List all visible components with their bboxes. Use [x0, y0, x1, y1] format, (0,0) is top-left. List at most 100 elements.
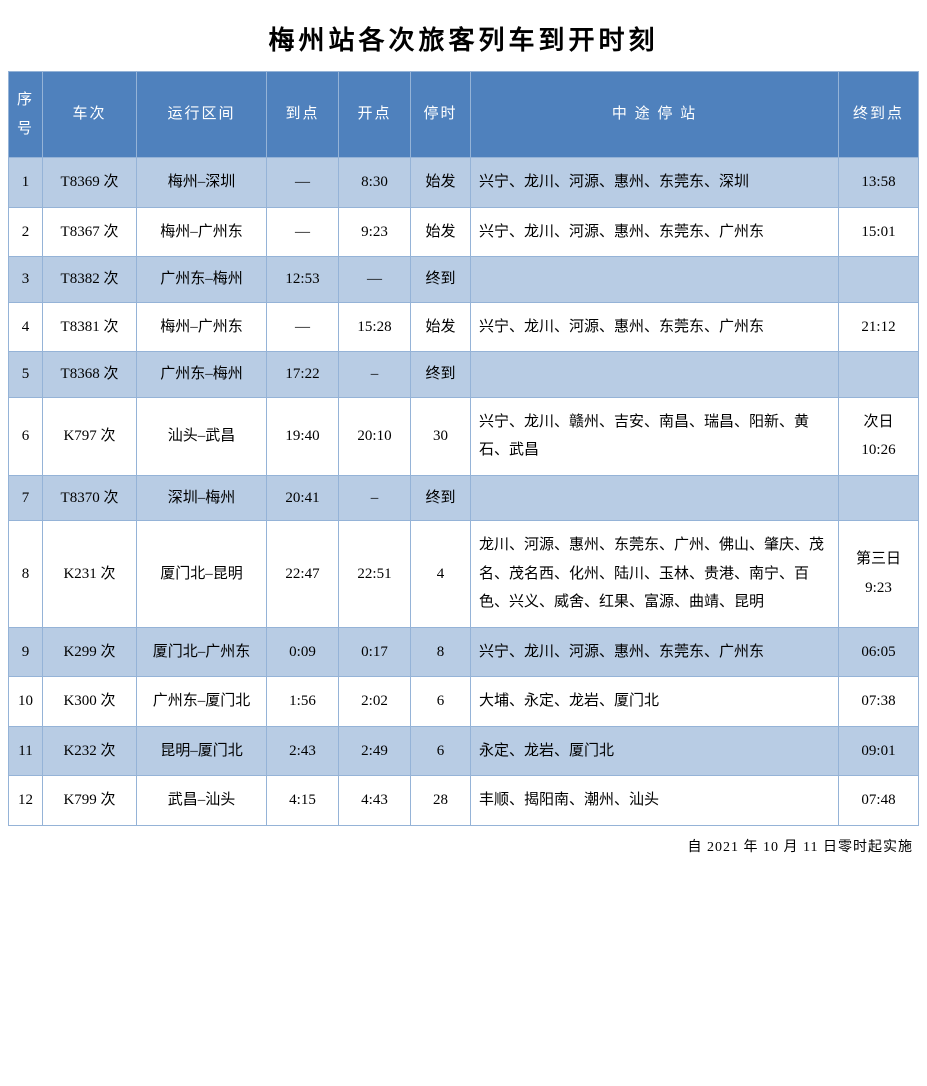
table-row: 1 T8369 次 梅州–深圳 — 8:30 始发 兴宁、龙川、河源、惠州、东莞… — [9, 158, 919, 208]
cell-arrive: — — [267, 158, 339, 208]
cell-seq: 9 — [9, 627, 43, 677]
table-body: 1 T8369 次 梅州–深圳 — 8:30 始发 兴宁、龙川、河源、惠州、东莞… — [9, 158, 919, 826]
col-arr: 到点 — [267, 72, 339, 158]
col-stops: 中 途 停 站 — [471, 72, 839, 158]
cell-route: 梅州–广州东 — [137, 207, 267, 257]
cell-dwell: 始发 — [411, 302, 471, 352]
cell-final — [839, 475, 919, 521]
cell-route: 梅州–深圳 — [137, 158, 267, 208]
col-final: 终到点 — [839, 72, 919, 158]
cell-stops: 龙川、河源、惠州、东莞东、广州、佛山、肇庆、茂名、茂名西、化州、陆川、玉林、贵港… — [471, 521, 839, 628]
table-row: 4 T8381 次 梅州–广州东 — 15:28 始发 兴宁、龙川、河源、惠州、… — [9, 302, 919, 352]
cell-route: 厦门北–昆明 — [137, 521, 267, 628]
cell-dwell: 4 — [411, 521, 471, 628]
col-dwell: 停时 — [411, 72, 471, 158]
cell-final: 15:01 — [839, 207, 919, 257]
col-route: 运行区间 — [137, 72, 267, 158]
cell-seq: 1 — [9, 158, 43, 208]
table-row: 7 T8370 次 深圳–梅州 20:41 – 终到 — [9, 475, 919, 521]
cell-dwell: 终到 — [411, 475, 471, 521]
cell-train: T8382 次 — [43, 257, 137, 303]
cell-train: T8381 次 — [43, 302, 137, 352]
cell-depart: 0:17 — [339, 627, 411, 677]
cell-train: K797 次 — [43, 397, 137, 475]
cell-seq: 5 — [9, 352, 43, 398]
cell-train: T8367 次 — [43, 207, 137, 257]
cell-final: 09:01 — [839, 726, 919, 776]
cell-depart: — — [339, 257, 411, 303]
cell-train: T8369 次 — [43, 158, 137, 208]
cell-arrive: 17:22 — [267, 352, 339, 398]
cell-route: 深圳–梅州 — [137, 475, 267, 521]
footer-note: 自 2021 年 10 月 11 日零时起实施 — [8, 826, 919, 860]
cell-seq: 4 — [9, 302, 43, 352]
cell-seq: 11 — [9, 726, 43, 776]
cell-arrive: 4:15 — [267, 776, 339, 826]
cell-stops: 大埔、永定、龙岩、厦门北 — [471, 677, 839, 727]
cell-dwell: 始发 — [411, 207, 471, 257]
table-row: 3 T8382 次 广州东–梅州 12:53 — 终到 — [9, 257, 919, 303]
cell-final — [839, 352, 919, 398]
cell-train: K232 次 — [43, 726, 137, 776]
cell-stops: 兴宁、龙川、河源、惠州、东莞东、深圳 — [471, 158, 839, 208]
cell-route: 广州东–梅州 — [137, 257, 267, 303]
col-train: 车次 — [43, 72, 137, 158]
table-row: 8 K231 次 厦门北–昆明 22:47 22:51 4 龙川、河源、惠州、东… — [9, 521, 919, 628]
cell-stops: 兴宁、龙川、河源、惠州、东莞东、广州东 — [471, 302, 839, 352]
cell-stops: 兴宁、龙川、河源、惠州、东莞东、广州东 — [471, 627, 839, 677]
cell-train: T8368 次 — [43, 352, 137, 398]
cell-train: T8370 次 — [43, 475, 137, 521]
col-seq: 序号 — [9, 72, 43, 158]
cell-stops — [471, 257, 839, 303]
cell-seq: 8 — [9, 521, 43, 628]
cell-stops: 兴宁、龙川、河源、惠州、东莞东、广州东 — [471, 207, 839, 257]
cell-depart: 4:43 — [339, 776, 411, 826]
cell-dwell: 30 — [411, 397, 471, 475]
table-row: 12 K799 次 武昌–汕头 4:15 4:43 28 丰顺、揭阳南、潮州、汕… — [9, 776, 919, 826]
table-row: 2 T8367 次 梅州–广州东 — 9:23 始发 兴宁、龙川、河源、惠州、东… — [9, 207, 919, 257]
cell-depart: – — [339, 352, 411, 398]
col-dep: 开点 — [339, 72, 411, 158]
page-title: 梅州站各次旅客列车到开时刻 — [8, 8, 919, 71]
timetable: 序号 车次 运行区间 到点 开点 停时 中 途 停 站 终到点 1 T8369 … — [8, 71, 919, 826]
cell-route: 汕头–武昌 — [137, 397, 267, 475]
cell-final: 13:58 — [839, 158, 919, 208]
cell-final: 次日 10:26 — [839, 397, 919, 475]
cell-depart: 2:02 — [339, 677, 411, 727]
cell-train: K300 次 — [43, 677, 137, 727]
table-row: 10 K300 次 广州东–厦门北 1:56 2:02 6 大埔、永定、龙岩、厦… — [9, 677, 919, 727]
cell-dwell: 终到 — [411, 352, 471, 398]
table-header-row: 序号 车次 运行区间 到点 开点 停时 中 途 停 站 终到点 — [9, 72, 919, 158]
table-row: 11 K232 次 昆明–厦门北 2:43 2:49 6 永定、龙岩、厦门北 0… — [9, 726, 919, 776]
cell-stops: 丰顺、揭阳南、潮州、汕头 — [471, 776, 839, 826]
cell-stops: 兴宁、龙川、赣州、吉安、南昌、瑞昌、阳新、黄石、武昌 — [471, 397, 839, 475]
cell-route: 广州东–梅州 — [137, 352, 267, 398]
cell-route: 广州东–厦门北 — [137, 677, 267, 727]
cell-seq: 2 — [9, 207, 43, 257]
cell-depart: 20:10 — [339, 397, 411, 475]
cell-seq: 12 — [9, 776, 43, 826]
cell-seq: 10 — [9, 677, 43, 727]
cell-depart: 15:28 — [339, 302, 411, 352]
cell-arrive: — — [267, 207, 339, 257]
cell-dwell: 终到 — [411, 257, 471, 303]
cell-final: 07:38 — [839, 677, 919, 727]
cell-stops — [471, 475, 839, 521]
cell-depart: – — [339, 475, 411, 521]
cell-route: 武昌–汕头 — [137, 776, 267, 826]
cell-arrive: 2:43 — [267, 726, 339, 776]
cell-stops: 永定、龙岩、厦门北 — [471, 726, 839, 776]
cell-final: 07:48 — [839, 776, 919, 826]
cell-arrive: 12:53 — [267, 257, 339, 303]
cell-arrive: 1:56 — [267, 677, 339, 727]
cell-route: 厦门北–广州东 — [137, 627, 267, 677]
table-row: 9 K299 次 厦门北–广州东 0:09 0:17 8 兴宁、龙川、河源、惠州… — [9, 627, 919, 677]
cell-seq: 7 — [9, 475, 43, 521]
cell-seq: 6 — [9, 397, 43, 475]
cell-dwell: 8 — [411, 627, 471, 677]
cell-train: K231 次 — [43, 521, 137, 628]
cell-route: 梅州–广州东 — [137, 302, 267, 352]
cell-stops — [471, 352, 839, 398]
cell-depart: 2:49 — [339, 726, 411, 776]
cell-final — [839, 257, 919, 303]
